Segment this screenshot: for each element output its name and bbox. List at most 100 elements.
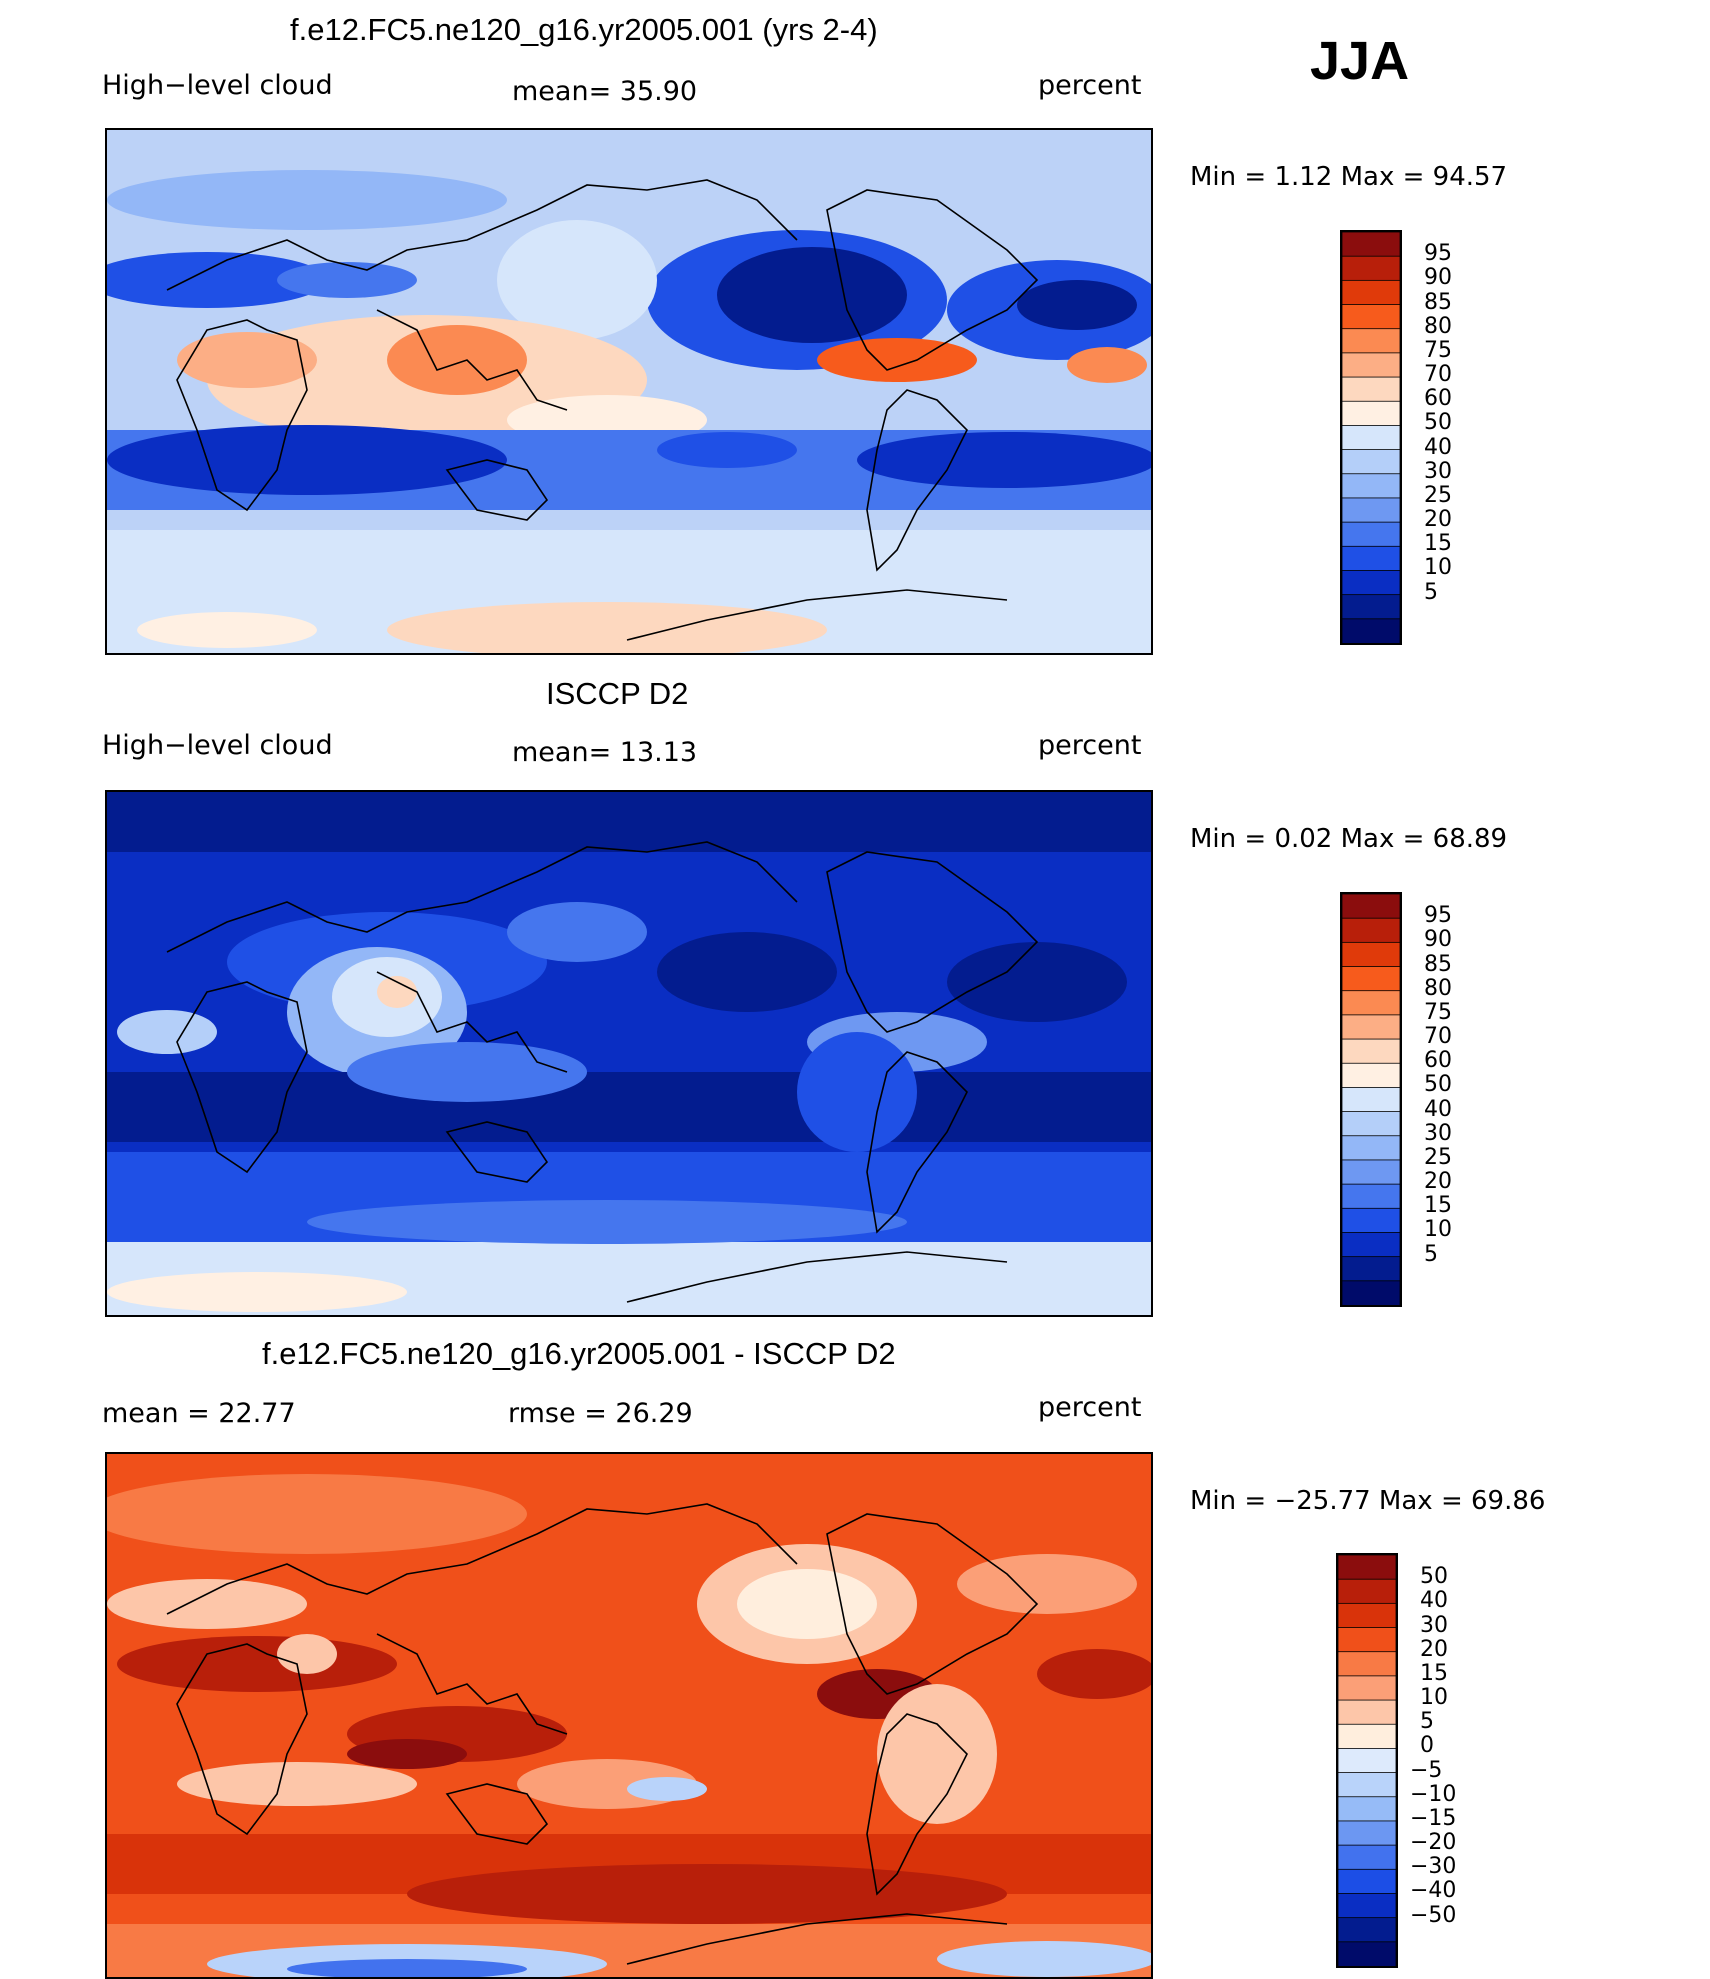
field-blob bbox=[277, 1634, 337, 1674]
colorbar-obs bbox=[1340, 892, 1402, 1307]
coastlines bbox=[166, 179, 1039, 641]
colorbar-swatch bbox=[1342, 473, 1400, 499]
field-blob bbox=[497, 220, 657, 340]
field-blob bbox=[877, 1684, 997, 1824]
colorbar-model bbox=[1340, 230, 1402, 645]
mean-label-model: mean= 35.90 bbox=[512, 76, 698, 107]
field-band bbox=[107, 1072, 1151, 1142]
panel-title-obs: ISCCP D2 bbox=[546, 676, 689, 711]
colorbar-swatch bbox=[1342, 376, 1400, 403]
colorbar-swatch bbox=[1338, 1772, 1396, 1798]
variable-label-obs: High−level cloud bbox=[102, 730, 333, 761]
colorbar-swatch bbox=[1342, 1232, 1400, 1258]
field-blob bbox=[277, 262, 417, 298]
field-blob bbox=[1037, 1649, 1151, 1699]
colorbar-tick-label: 70 bbox=[1424, 1024, 1452, 1050]
field-blob bbox=[107, 1579, 307, 1629]
colorbar-swatch bbox=[1338, 1941, 1396, 1966]
colorbar-swatch bbox=[1342, 400, 1400, 427]
field-blob bbox=[627, 1777, 707, 1801]
field-blob bbox=[947, 942, 1127, 1022]
units-label-model: percent bbox=[1038, 70, 1142, 101]
colorbar-tick-label: 50 bbox=[1420, 1564, 1448, 1590]
colorbar-tick-label: 40 bbox=[1424, 1096, 1452, 1122]
colorbar-tick-label: 60 bbox=[1424, 1048, 1452, 1074]
colorbar-tick-label: 5 bbox=[1420, 1709, 1434, 1735]
field-blob bbox=[937, 1941, 1151, 1977]
map-obs bbox=[105, 790, 1153, 1317]
colorbar-swatch bbox=[1342, 352, 1400, 378]
colorbar-swatches bbox=[1338, 1555, 1396, 1966]
colorbar-swatch bbox=[1338, 1602, 1396, 1629]
colorbar-tick-label: 30 bbox=[1424, 458, 1452, 484]
colorbar-tick-label: 40 bbox=[1420, 1588, 1448, 1614]
colorbar-swatch bbox=[1342, 545, 1400, 572]
field-blob bbox=[347, 1739, 467, 1769]
colorbar-swatch bbox=[1338, 1917, 1396, 1943]
colorbar-swatch bbox=[1342, 255, 1400, 282]
colorbar-swatch bbox=[1342, 594, 1400, 620]
colorbar-swatch bbox=[1342, 1183, 1400, 1210]
colorbar-tick-label: 75 bbox=[1424, 337, 1452, 363]
season-label: JJA bbox=[1310, 31, 1410, 91]
colorbar-swatch bbox=[1342, 1256, 1400, 1282]
colorbar-diff bbox=[1336, 1553, 1398, 1968]
colorbar-tick-label: 40 bbox=[1424, 434, 1452, 460]
colorbar-tick-label: 80 bbox=[1424, 975, 1452, 1001]
colorbar-swatch bbox=[1338, 1723, 1396, 1750]
field-blob bbox=[797, 1032, 917, 1152]
field-blob bbox=[107, 252, 327, 308]
colorbar-tick-label: −15 bbox=[1410, 1805, 1457, 1831]
colorbar-tick-label: 70 bbox=[1424, 362, 1452, 388]
colorbar-swatch bbox=[1338, 1844, 1396, 1871]
colorbar-swatch bbox=[1342, 449, 1400, 475]
colorbar-tick-label: 80 bbox=[1424, 313, 1452, 339]
colorbar-tick-label: 5 bbox=[1424, 579, 1438, 605]
colorbar-swatch bbox=[1342, 1062, 1400, 1089]
colorbar-tick-label: 30 bbox=[1420, 1612, 1448, 1638]
colorbar-swatch bbox=[1342, 279, 1400, 306]
colorbar-swatch bbox=[1338, 1748, 1396, 1774]
colorbar-tick-label: 60 bbox=[1424, 386, 1452, 412]
field-blob bbox=[137, 612, 317, 648]
field-blob bbox=[347, 1042, 587, 1102]
colorbar-tick-label: 10 bbox=[1424, 1217, 1452, 1243]
field-blob bbox=[117, 1636, 397, 1692]
colorbar-tick-label: 25 bbox=[1424, 1144, 1452, 1170]
colorbar-swatch bbox=[1342, 1159, 1400, 1186]
colorbar-swatch bbox=[1342, 1087, 1400, 1113]
colorbar-swatch bbox=[1338, 1820, 1396, 1847]
field-blob bbox=[307, 1200, 907, 1244]
colorbar-swatch bbox=[1338, 1796, 1396, 1822]
colorbar-swatch bbox=[1342, 990, 1400, 1016]
colorbar-tick-label: 95 bbox=[1424, 903, 1452, 929]
map-model bbox=[105, 128, 1153, 655]
colorbar-tick-label: 15 bbox=[1420, 1660, 1448, 1686]
field-blob bbox=[107, 170, 507, 230]
minmax-label-obs: Min = 0.02 Max = 68.89 bbox=[1190, 824, 1508, 854]
colorbar-tick-label: 20 bbox=[1424, 507, 1452, 533]
field-band bbox=[107, 792, 1151, 852]
colorbar-tick-label: 15 bbox=[1424, 1193, 1452, 1219]
field-blob bbox=[177, 332, 317, 388]
colorbar-tick-label: −40 bbox=[1410, 1878, 1457, 1904]
colorbar-tick-label: 5 bbox=[1424, 1241, 1438, 1267]
field-blob bbox=[657, 932, 837, 1012]
colorbar-tick-label: 90 bbox=[1424, 265, 1452, 291]
colorbar-swatch bbox=[1342, 425, 1400, 451]
coastlines bbox=[166, 1503, 1039, 1965]
field-blob bbox=[177, 1762, 417, 1806]
colorbar-tick-label: −10 bbox=[1410, 1781, 1457, 1807]
field-blob bbox=[1017, 280, 1137, 330]
colorbar-swatch bbox=[1342, 570, 1400, 596]
field-blob bbox=[387, 325, 527, 395]
colorbar-tick-label: 10 bbox=[1420, 1685, 1448, 1711]
colorbar-swatch bbox=[1338, 1868, 1396, 1895]
field-blob bbox=[717, 247, 907, 343]
field-blob bbox=[377, 976, 417, 1008]
field-blob bbox=[107, 1272, 407, 1312]
map-diff bbox=[105, 1452, 1153, 1979]
colorbar-swatch bbox=[1342, 1280, 1400, 1305]
colorbar-tick-label: 50 bbox=[1424, 1072, 1452, 1098]
field-blob bbox=[657, 432, 797, 468]
